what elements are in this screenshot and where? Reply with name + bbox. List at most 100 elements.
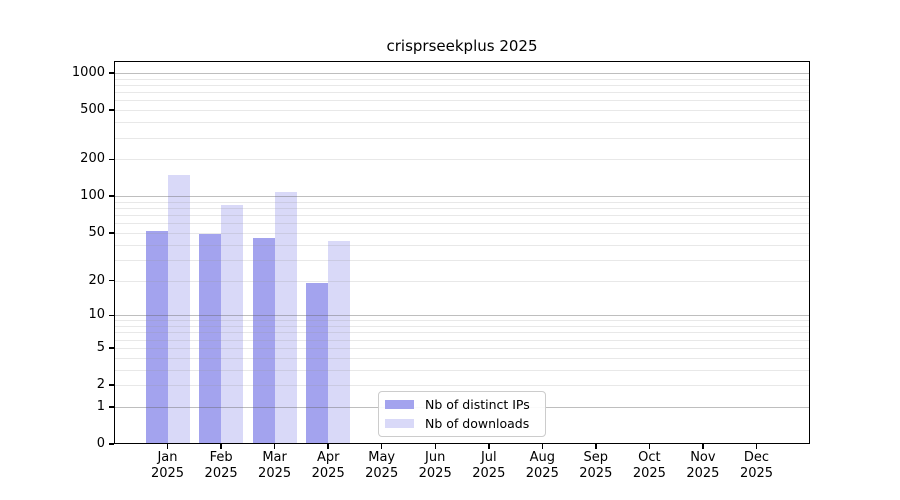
x-tick-label-apr: Apr 2025 <box>283 450 373 482</box>
x-tick-label-oct: Oct 2025 <box>604 450 694 482</box>
y-gridline-minor-40 <box>114 244 810 246</box>
x-tick-label-feb: Feb 2025 <box>176 450 266 482</box>
x-label-month: Apr <box>316 450 340 465</box>
x-label-year: 2025 <box>686 466 720 481</box>
bar-downloads-feb <box>221 205 244 444</box>
y-tickmark-500 <box>109 109 114 111</box>
x-tickmark-oct <box>648 444 651 449</box>
y-gridline-minor-3 <box>114 369 810 371</box>
y-tickmark-0 <box>109 443 114 445</box>
legend-label-distinct-ips: Nb of distinct IPs <box>425 397 530 412</box>
x-label-month: Sep <box>583 450 609 465</box>
x-label-year: 2025 <box>579 466 613 481</box>
x-tick-label-nov: Nov 2025 <box>658 450 748 482</box>
y-gridline-minor-500 <box>114 110 810 112</box>
y-gridline-minor-6 <box>114 339 810 341</box>
bar-distinct-ips-apr <box>306 283 329 444</box>
chart-title: crisprseekplus 2025 <box>386 37 538 55</box>
x-label-year: 2025 <box>472 466 506 481</box>
y-tick-label-500: 500 <box>80 102 105 118</box>
y-tick-label-1000: 1000 <box>71 65 105 80</box>
legend-swatch-distinct-ips <box>385 400 414 409</box>
y-tickmark-100 <box>109 195 114 197</box>
x-tickmark-apr <box>327 444 329 449</box>
x-label-year: 2025 <box>258 466 292 481</box>
y-tickmark-5 <box>109 347 114 349</box>
y-gridline-minor-300 <box>114 137 810 139</box>
y-gridline-minor-9 <box>114 320 810 322</box>
x-label-month: Nov <box>690 450 716 465</box>
y-gridline-minor-8 <box>114 326 810 327</box>
y-tickmark-1 <box>109 406 114 408</box>
y-gridline-minor-800 <box>114 85 810 86</box>
y-tick-label-200: 200 <box>80 151 105 167</box>
y-tick-label-20: 20 <box>88 272 105 288</box>
y-gridline-minor-600 <box>114 100 810 102</box>
x-label-month: Feb <box>209 450 233 465</box>
bar-downloads-jan <box>167 174 190 444</box>
y-tickmark-200 <box>109 158 114 160</box>
y-tickmark-20 <box>109 279 114 282</box>
x-label-month: May <box>368 450 396 465</box>
x-tickmark-may <box>380 444 383 449</box>
x-label-month: Jul <box>480 450 497 465</box>
y-gridline-minor-60 <box>114 223 810 225</box>
x-tick-label-mar: Mar 2025 <box>230 450 320 482</box>
y-gridline-minor-700 <box>114 92 810 94</box>
legend-row-distinct-ips: Nb of distinct IPs <box>385 397 539 412</box>
x-tickmark-nov <box>702 444 704 449</box>
x-tick-label-jul: Jul 2025 <box>444 450 534 482</box>
y-tick-label-50: 50 <box>88 224 105 240</box>
x-label-month: Dec <box>743 450 770 465</box>
x-label-year: 2025 <box>311 466 345 481</box>
x-label-month: Oct <box>638 450 661 465</box>
x-label-month: Jan <box>157 450 178 465</box>
x-tick-label-jun: Jun 2025 <box>390 450 480 482</box>
y-tick-label-100: 100 <box>80 188 105 204</box>
y-tick-label-0: 0 <box>96 436 105 451</box>
y-gridline-minor-400 <box>114 122 810 124</box>
x-label-year: 2025 <box>150 466 185 481</box>
y-tick-label-2: 2 <box>96 377 105 392</box>
x-label-year: 2025 <box>204 466 238 481</box>
x-tick-label-sep: Sep 2025 <box>551 450 641 482</box>
y-gridline-minor-80 <box>114 208 810 209</box>
x-label-year: 2025 <box>739 466 774 481</box>
y-tick-label-10: 10 <box>88 307 105 323</box>
x-tickmark-jan <box>166 444 169 449</box>
y-tickmark-1000 <box>109 72 114 74</box>
bar-distinct-ips-jan <box>145 230 168 444</box>
x-label-year: 2025 <box>365 466 399 481</box>
x-tickmark-jun <box>434 444 436 449</box>
x-tick-label-jan: Jan 2025 <box>123 450 213 482</box>
y-gridline-major-10 <box>114 315 810 317</box>
y-gridline-minor-70 <box>114 215 810 217</box>
x-tickmark-dec <box>755 444 758 449</box>
legend-label-downloads: Nb of downloads <box>425 416 530 431</box>
x-tick-label-may: May 2025 <box>337 450 427 482</box>
y-tickmark-10 <box>109 314 114 316</box>
y-gridline-major-1000 <box>114 73 810 74</box>
x-tick-label-aug: Aug 2025 <box>497 450 587 482</box>
y-gridline-minor-20 <box>114 280 810 282</box>
y-gridline-minor-4 <box>114 357 810 359</box>
y-gridline-minor-2 <box>114 385 810 386</box>
x-label-month: Aug <box>529 450 555 465</box>
legend-swatch-downloads <box>385 419 414 428</box>
x-tickmark-aug <box>541 444 544 449</box>
y-gridline-minor-50 <box>114 232 810 234</box>
y-tick-label-1: 1 <box>96 398 105 414</box>
x-tick-label-dec: Dec 2025 <box>712 450 802 482</box>
x-label-month: Mar <box>262 450 287 465</box>
y-gridline-major-100 <box>114 196 810 198</box>
y-gridline-minor-900 <box>114 78 810 80</box>
x-label-year: 2025 <box>418 466 452 481</box>
y-tickmark-50 <box>109 232 114 234</box>
y-gridline-minor-30 <box>114 259 810 261</box>
x-tickmark-sep <box>595 444 597 449</box>
bar-downloads-mar <box>274 192 297 444</box>
legend-row-downloads: Nb of downloads <box>385 416 539 431</box>
bar-downloads-apr <box>328 240 351 444</box>
x-tickmark-feb <box>220 444 222 449</box>
